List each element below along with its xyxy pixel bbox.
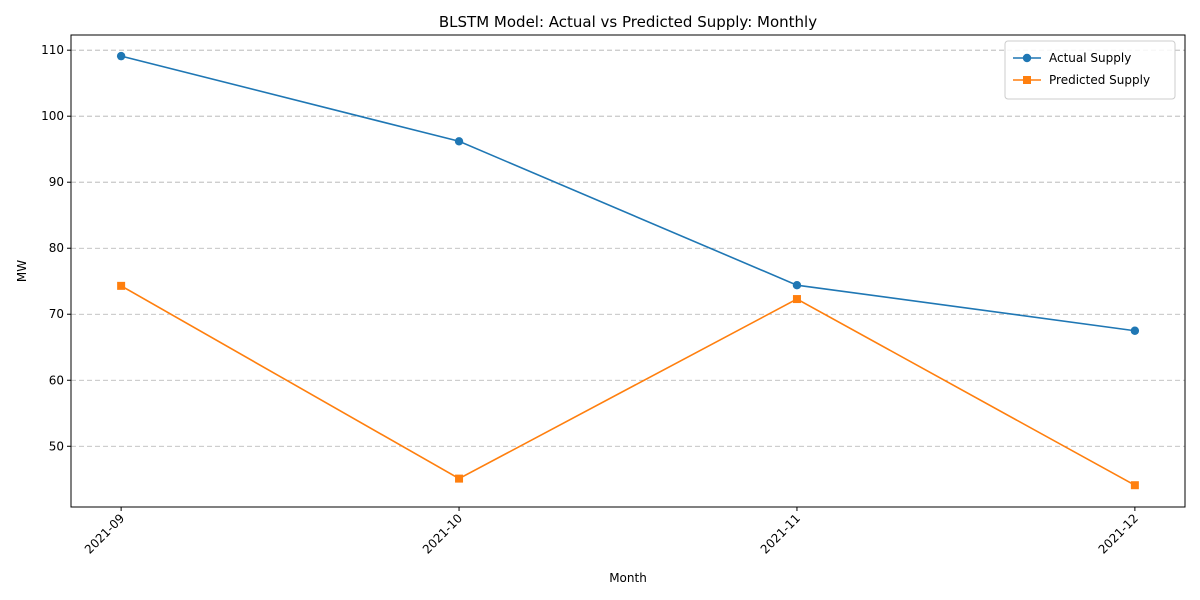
y-axis-label: MW xyxy=(15,260,29,282)
y-tick-label: 100 xyxy=(41,109,64,123)
x-tick-label: 2021-09 xyxy=(82,511,127,556)
y-tick-label: 90 xyxy=(49,175,64,189)
data-point xyxy=(792,295,801,304)
y-tick-label: 80 xyxy=(49,241,64,255)
x-axis: 2021-09 2021-10 2021-11 2021-12 xyxy=(82,507,1141,557)
x-tick-label: 2021-10 xyxy=(420,511,465,556)
series-line xyxy=(120,285,1136,486)
series-1 xyxy=(116,51,1140,335)
legend-label: Actual Supply xyxy=(1049,51,1131,65)
legend-marker xyxy=(1023,76,1031,84)
legend-box xyxy=(1004,40,1176,100)
data-point xyxy=(1130,481,1139,490)
data-point xyxy=(455,474,464,483)
y-tick-label: 110 xyxy=(41,43,64,57)
series-line xyxy=(120,55,1135,332)
data-point xyxy=(116,51,126,61)
y-axis: 50 60 70 80 90 100 110 xyxy=(41,43,71,453)
legend: Actual Supply Predicted Supply xyxy=(1004,40,1176,100)
data-point xyxy=(454,137,464,146)
y-tick-label: 50 xyxy=(49,439,64,453)
chart-title: BLSTM Model: Actual vs Predicted Supply:… xyxy=(439,13,817,31)
x-tick-label: 2021-11 xyxy=(758,511,803,556)
data-point xyxy=(117,281,126,290)
plot-frame xyxy=(70,34,1186,508)
data-point xyxy=(792,280,802,290)
y-tick-label: 60 xyxy=(49,373,64,387)
x-tick-label: 2021-12 xyxy=(1096,511,1141,556)
legend-item: Actual Supply xyxy=(1013,51,1131,65)
y-tick-label: 70 xyxy=(49,307,64,321)
legend-marker xyxy=(1022,53,1032,63)
legend-label: Predicted Supply xyxy=(1049,73,1150,87)
x-axis-label: Month xyxy=(609,571,647,585)
series-layer xyxy=(116,51,1140,490)
data-point xyxy=(1130,326,1140,335)
legend-item: Predicted Supply xyxy=(1013,73,1150,87)
grid-lines xyxy=(71,49,1185,447)
series-2 xyxy=(117,281,1139,490)
